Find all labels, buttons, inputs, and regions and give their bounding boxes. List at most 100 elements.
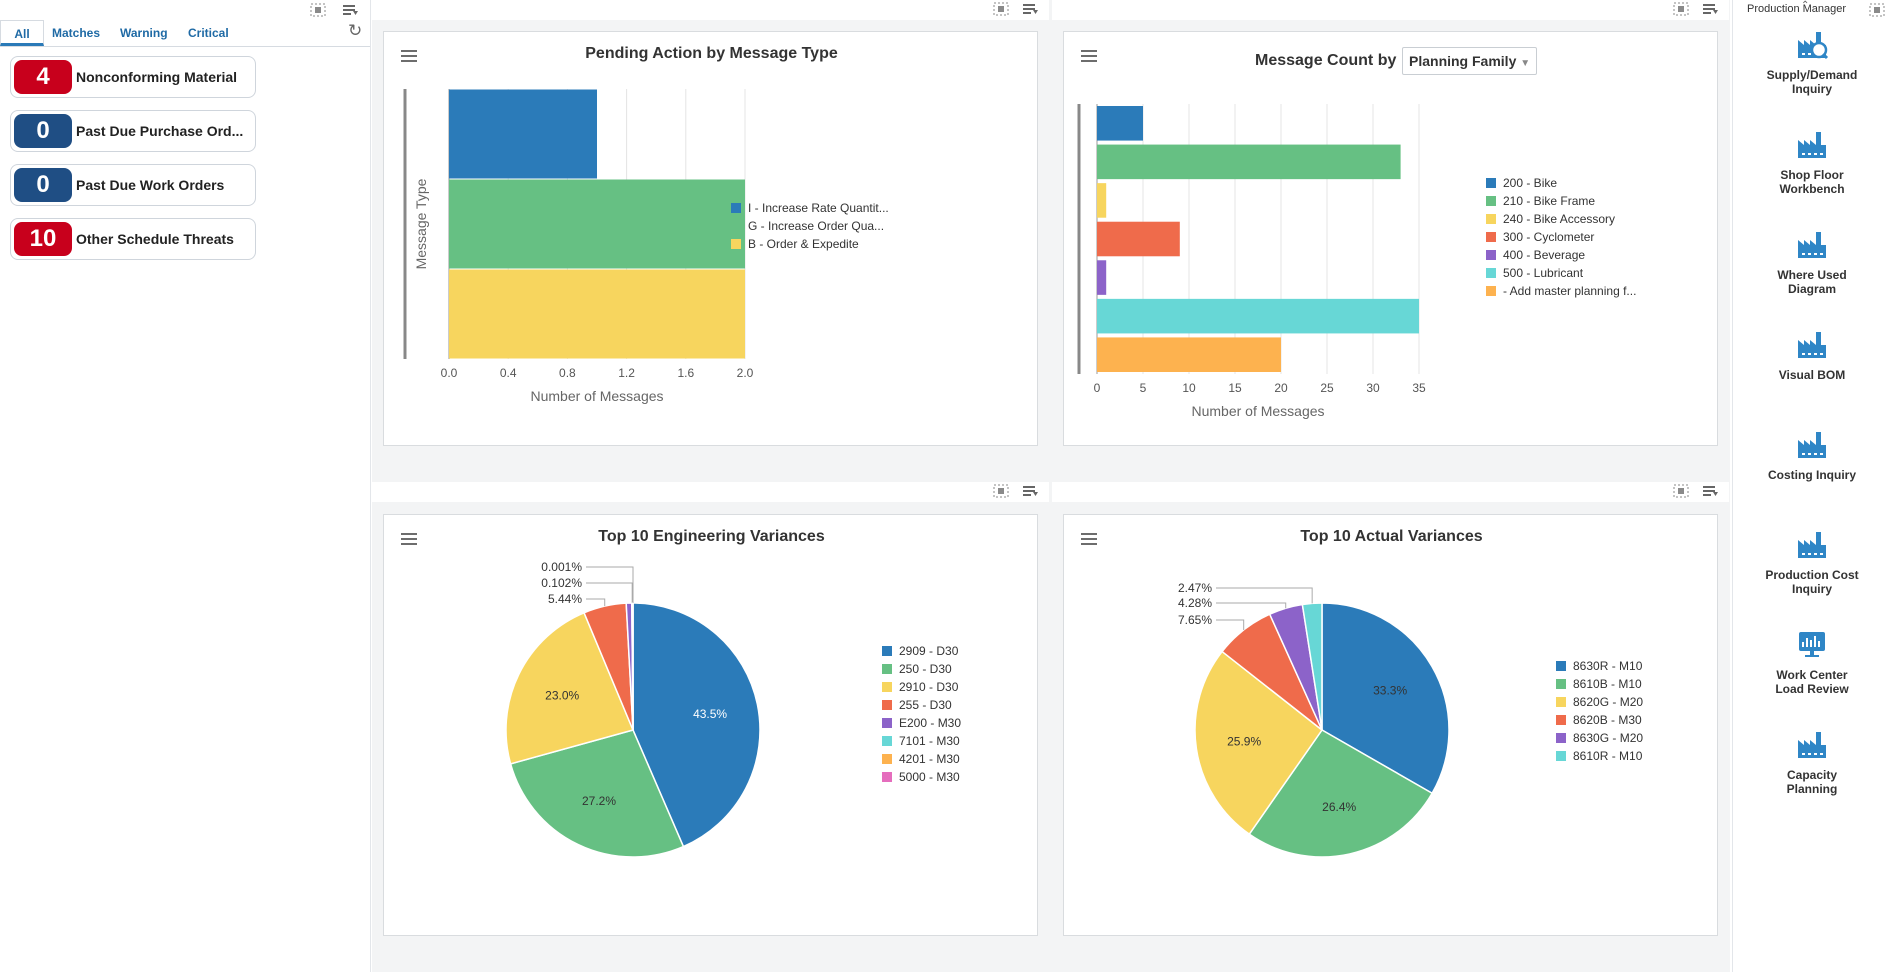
pie-slice[interactable] [632,602,761,848]
alert-item[interactable]: 4 Nonconforming Material [10,56,256,98]
tab-all[interactable]: All [0,20,44,46]
tab-matches[interactable]: Matches [52,26,101,40]
legend-label[interactable]: 200 - Bike [1503,176,1557,190]
maximize-icon[interactable] [1673,484,1689,503]
tab-critical[interactable]: Critical [188,26,229,40]
chevron-up-icon[interactable]: ⌃ [1801,0,1810,11]
alert-item[interactable]: 10 Other Schedule Threats [10,218,256,260]
bar[interactable] [1097,183,1107,218]
x-tick-label: 1.2 [618,366,635,380]
maximize-icon[interactable] [993,2,1009,21]
launch-item-label: Visual BOM [1733,368,1890,382]
legend-label[interactable]: - Add master planning f... [1503,284,1636,298]
bar[interactable] [449,89,597,179]
legend-label[interactable]: 240 - Bike Accessory [1503,212,1615,226]
launch-item[interactable]: Production Cost Inquiry [1733,528,1890,596]
panel-menu-icon[interactable] [1702,2,1720,21]
bar[interactable] [1097,337,1281,372]
legend-label[interactable]: 400 - Beverage [1503,248,1585,262]
legend-label[interactable]: 8630R - M10 [1573,659,1643,673]
legend-label[interactable]: 4201 - M30 [899,752,960,766]
leader-line [1216,619,1245,631]
legend-swatch [882,754,892,764]
pie-slice[interactable] [1301,602,1323,731]
chart-menu-icon[interactable] [1081,533,1097,545]
bar[interactable] [1097,144,1401,180]
pie-slice[interactable] [509,729,685,858]
legend-label[interactable]: 8610R - M10 [1573,749,1643,763]
legend-label[interactable]: 8630G - M20 [1573,731,1643,745]
legend-label[interactable]: 255 - D30 [899,698,952,712]
chart-card: Message Count by Planning Family ▼ 0 5 10 1… [1063,31,1718,446]
panel-menu-icon[interactable] [1022,2,1040,21]
alert-label: Nonconforming Material [76,69,238,85]
legend-label[interactable]: G - Increase Order Qua... [748,219,884,233]
panel-menu-icon[interactable] [1022,484,1040,503]
pie-slice[interactable] [1248,729,1434,858]
legend-label[interactable]: 8620B - M30 [1573,713,1642,727]
panel-menu-icon[interactable] [1702,484,1720,503]
bar[interactable] [1097,298,1419,334]
chart-menu-icon[interactable] [401,50,417,62]
chart-menu-icon[interactable] [401,533,417,545]
legend-label[interactable]: 7101 - M30 [899,734,960,748]
legend-label[interactable]: 8620G - M20 [1573,695,1643,709]
legend-label[interactable]: 500 - Lubricant [1503,266,1584,280]
launch-item-label-line: Capacity [1786,768,1838,782]
alert-tabs: All Matches Warning Critical ↻ [0,20,370,47]
legend-swatch [1486,232,1496,242]
launch-item[interactable]: Supply/Demand Inquiry [1733,28,1890,96]
pie-slice[interactable] [1321,602,1450,795]
bar[interactable] [1097,106,1143,141]
factory-icon [1798,132,1826,158]
tab-warning[interactable]: Warning [120,26,168,40]
legend-label[interactable]: 250 - D30 [899,662,952,676]
slice-label: 27.2% [582,794,616,808]
legend-swatch [731,221,741,231]
legend-label[interactable]: B - Order & Expedite [748,237,859,251]
maximize-icon[interactable] [1869,3,1885,22]
bar[interactable] [449,179,745,269]
pie-slice[interactable] [505,611,635,765]
chart-card: Top 10 Engineering Variances 43.5% 27.2% 2… [383,514,1038,936]
legend-label[interactable]: 8610B - M10 [1573,677,1642,691]
legend-swatch [882,736,892,746]
launchpad-panel: Production Manager ⌃ Supply/Demand Inquir… [1732,0,1890,972]
alert-item[interactable]: 0 Past Due Purchase Ord... [10,110,256,152]
chart-menu-icon[interactable] [1081,50,1097,62]
maximize-icon[interactable] [993,484,1009,503]
launch-item[interactable]: Capacity Planning [1733,728,1890,796]
planning-family-dropdown[interactable]: Planning Family ▼ [1402,47,1538,75]
maximize-icon[interactable] [1673,2,1689,21]
bar[interactable] [449,269,745,359]
panel-menu-icon[interactable] [342,3,360,22]
message-count-panel: Message Count by Planning Family ▼ 0 5 10 1… [1052,0,1729,482]
launch-item[interactable]: Where Used Diagram [1733,228,1890,296]
launch-item[interactable]: Visual BOM [1733,328,1890,382]
legend-label[interactable]: 2909 - D30 [899,644,959,658]
launch-item[interactable]: Work Center Load Review [1733,628,1890,696]
launch-item[interactable]: Costing Inquiry [1733,428,1890,482]
launch-item[interactable]: Shop Floor Workbench [1733,128,1890,196]
alert-item[interactable]: 0 Past Due Work Orders [10,164,256,206]
legend-swatch [1486,250,1496,260]
launchpad-title: Production Manager [1747,3,1847,15]
bar[interactable] [1097,260,1107,295]
maximize-icon[interactable] [310,3,326,22]
legend-label[interactable]: E200 - M30 [899,716,961,730]
legend-swatch [1556,661,1566,671]
legend-label[interactable]: 210 - Bike Frame [1503,194,1595,208]
x-tick-label: 35 [1412,381,1426,395]
pie-slice[interactable] [1194,650,1324,836]
legend-swatch [1486,214,1496,224]
chart-title: Message Count by [1255,52,1397,69]
legend-label[interactable]: 2910 - D30 [899,680,959,694]
leader-line [586,598,606,607]
bar[interactable] [1097,221,1180,257]
refresh-icon[interactable]: ↻ [348,21,363,40]
dropdown-value: Planning Family [1409,53,1517,69]
legend-label[interactable]: 300 - Cyclometer [1503,230,1594,244]
alert-count-badge: 0 [14,168,72,202]
legend-label[interactable]: 5000 - M30 [899,770,960,784]
legend-label[interactable]: I - Increase Rate Quantit... [748,201,889,215]
